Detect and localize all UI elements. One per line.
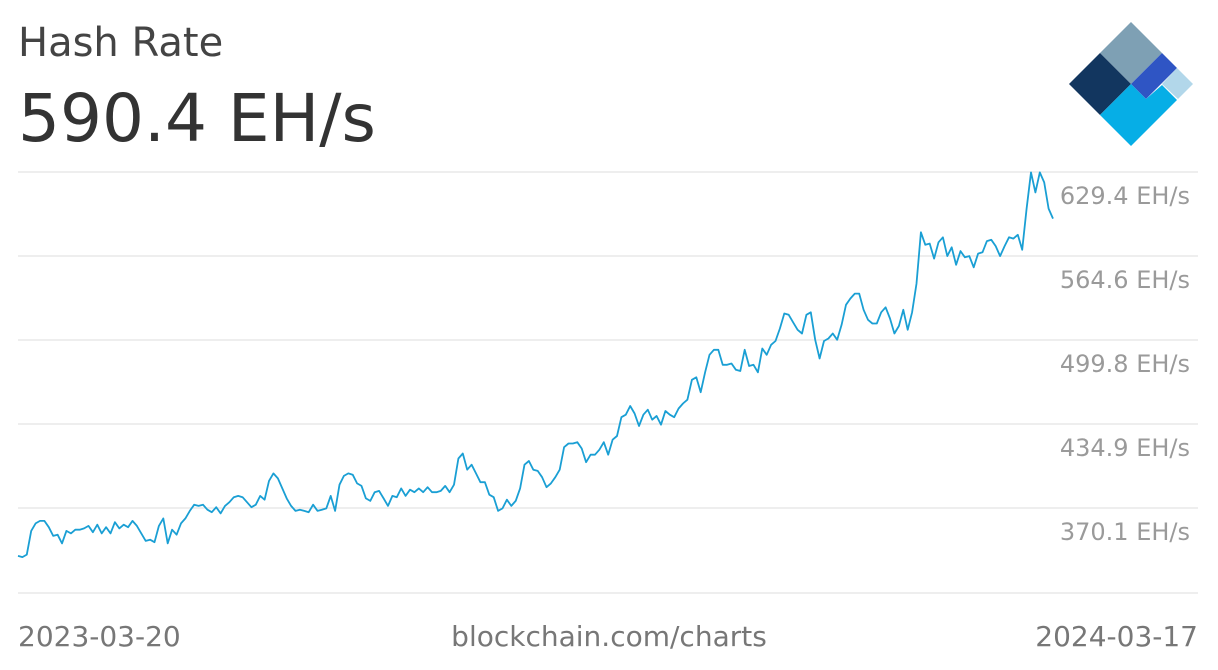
y-tick-label: 629.4 EH/s	[1060, 182, 1190, 210]
current-value: 590.4 EH/s	[18, 80, 376, 157]
y-axis-ticks: 629.4 EH/s 564.6 EH/s 499.8 EH/s 434.9 EH/s…	[1060, 182, 1190, 546]
y-tick-label: 564.6 EH/s	[1060, 266, 1190, 294]
y-tick-label: 370.1 EH/s	[1060, 518, 1190, 546]
y-tick-label: 434.9 EH/s	[1060, 434, 1190, 462]
x-axis-start-label: 2023-03-20	[18, 620, 181, 653]
logo-right-upper-segment	[1131, 53, 1177, 99]
series-line	[17, 171, 1054, 558]
series	[17, 171, 1054, 558]
x-axis-end-label: 2024-03-17	[1035, 620, 1198, 653]
source-label: blockchain.com/charts	[451, 620, 767, 653]
logo-bottom-segment	[1100, 84, 1177, 146]
blockchain-logo-icon	[1069, 22, 1193, 146]
grid-lines	[18, 171, 1198, 594]
logo-right-lower-segment	[1162, 68, 1193, 99]
y-tick-label: 499.8 EH/s	[1060, 350, 1190, 378]
chart-title: Hash Rate	[18, 20, 224, 66]
